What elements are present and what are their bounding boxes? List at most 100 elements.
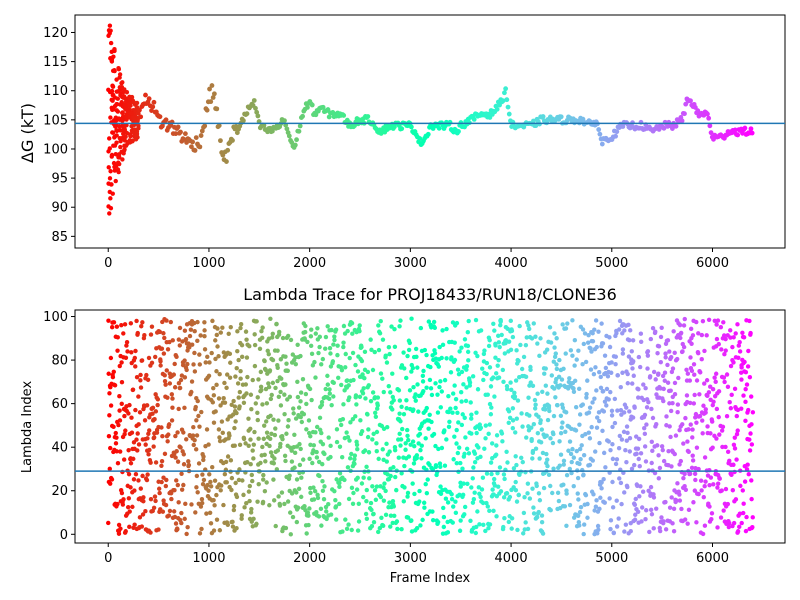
lambda-point bbox=[312, 359, 317, 365]
lambda-point bbox=[583, 359, 589, 365]
lambda-point bbox=[438, 484, 443, 489]
lambda-point bbox=[513, 430, 518, 435]
lambda-point bbox=[728, 363, 734, 369]
lambda-point bbox=[528, 367, 533, 373]
lambda-point bbox=[644, 422, 649, 427]
lambda-point bbox=[268, 450, 274, 455]
lambda-point bbox=[540, 450, 546, 456]
lambda-point bbox=[531, 511, 537, 516]
lambda-point bbox=[227, 375, 233, 380]
delta-g-point bbox=[134, 100, 140, 106]
lambda-point bbox=[536, 509, 541, 515]
lambda-point bbox=[147, 447, 152, 453]
lambda-point bbox=[584, 391, 589, 397]
lambda-point bbox=[138, 372, 143, 378]
lambda-point bbox=[637, 463, 642, 469]
lambda-point bbox=[556, 498, 562, 504]
lambda-point bbox=[412, 491, 417, 497]
lambda-point bbox=[147, 428, 152, 433]
lambda-point bbox=[430, 517, 436, 523]
lambda-point bbox=[361, 386, 366, 391]
lambda-point bbox=[285, 333, 291, 339]
lambda-point bbox=[218, 330, 223, 335]
lambda-point bbox=[194, 418, 199, 423]
lambda-point bbox=[644, 405, 650, 410]
lambda-point bbox=[136, 478, 141, 483]
lambda-point bbox=[243, 329, 249, 334]
delta-g-point bbox=[118, 144, 123, 150]
lambda-point bbox=[374, 441, 379, 446]
lambda-point bbox=[684, 367, 689, 372]
lambda-point bbox=[264, 430, 270, 435]
lambda-point bbox=[577, 422, 582, 427]
delta-g-point bbox=[326, 114, 332, 120]
lambda-point bbox=[567, 466, 573, 472]
lambda-point bbox=[524, 335, 529, 340]
lambda-point bbox=[503, 340, 508, 346]
lambda-point bbox=[373, 414, 379, 419]
lambda-point bbox=[534, 515, 540, 520]
lambda-point bbox=[168, 491, 174, 496]
lambda-point bbox=[111, 369, 116, 375]
lambda-point bbox=[275, 378, 280, 384]
delta-g-point bbox=[109, 154, 114, 159]
lambda-point bbox=[190, 342, 195, 347]
lambda-point bbox=[735, 407, 741, 413]
lambda-point bbox=[458, 484, 463, 489]
lambda-point bbox=[375, 406, 380, 411]
lambda-point bbox=[380, 337, 386, 342]
lambda-point bbox=[736, 355, 741, 360]
delta-g-point bbox=[494, 106, 500, 112]
lambda-point bbox=[493, 452, 499, 457]
lambda-point bbox=[471, 465, 476, 470]
lambda-point bbox=[185, 361, 190, 367]
lambda-point bbox=[315, 424, 320, 430]
lambda-point bbox=[252, 332, 257, 337]
lambda-point bbox=[211, 420, 217, 425]
lambda-point bbox=[621, 429, 627, 435]
lambda-point bbox=[494, 371, 499, 376]
lambda-point bbox=[583, 431, 588, 437]
lambda-point bbox=[202, 333, 207, 339]
lambda-point bbox=[341, 402, 346, 407]
lambda-point bbox=[620, 351, 626, 356]
lambda-point bbox=[337, 484, 342, 490]
lambda-point bbox=[462, 504, 468, 510]
lambda-point bbox=[234, 494, 240, 500]
lambda-point bbox=[271, 498, 277, 503]
lambda-point bbox=[574, 357, 579, 362]
lambda-point bbox=[700, 431, 705, 436]
lambda-point bbox=[471, 497, 477, 502]
lambda-point bbox=[146, 431, 151, 437]
lambda-point bbox=[347, 438, 352, 443]
lambda-point bbox=[710, 445, 715, 450]
lambda-point bbox=[348, 420, 353, 425]
delta-g-point bbox=[705, 111, 710, 117]
lambda-point bbox=[645, 353, 651, 358]
lambda-point bbox=[156, 527, 161, 532]
delta-g-point bbox=[109, 88, 115, 94]
lambda-point bbox=[646, 399, 651, 405]
lambda-point bbox=[144, 477, 150, 483]
lambda-point bbox=[702, 381, 707, 386]
lambda-point bbox=[139, 324, 144, 329]
lambda-point bbox=[193, 510, 198, 515]
lambda-point bbox=[487, 422, 492, 427]
lambda-point bbox=[696, 331, 701, 336]
delta-g-x-tick-label: 4000 bbox=[495, 256, 528, 271]
lambda-point bbox=[119, 401, 124, 406]
lambda-point bbox=[411, 461, 417, 466]
lambda-point bbox=[361, 494, 366, 500]
lambda-point bbox=[737, 524, 742, 530]
lambda-point bbox=[117, 363, 122, 369]
lambda-point bbox=[708, 431, 713, 436]
lambda-point bbox=[680, 422, 685, 427]
lambda-point bbox=[199, 526, 204, 532]
lambda-point bbox=[653, 329, 658, 334]
lambda-point bbox=[686, 427, 691, 432]
lambda-point bbox=[148, 530, 153, 535]
lambda-point bbox=[547, 325, 553, 330]
lambda-point bbox=[297, 462, 303, 468]
lambda-point bbox=[478, 494, 483, 500]
lambda-point bbox=[680, 349, 685, 354]
